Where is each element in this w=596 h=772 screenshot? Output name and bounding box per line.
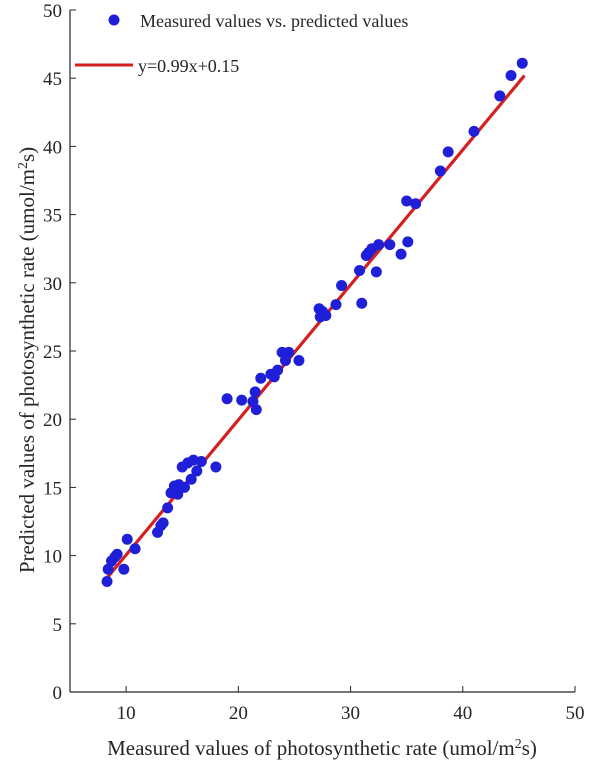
legend: Measured values vs. predicted values y=0… bbox=[75, 11, 408, 76]
data-point bbox=[354, 265, 366, 277]
data-point bbox=[118, 563, 130, 575]
data-point bbox=[185, 473, 197, 485]
x-tick-label: 30 bbox=[341, 703, 360, 724]
axes bbox=[69, 10, 575, 693]
x-tick-label: 10 bbox=[117, 703, 136, 724]
data-point bbox=[195, 455, 207, 467]
data-point bbox=[384, 239, 396, 251]
data-point bbox=[210, 461, 222, 473]
data-point bbox=[434, 165, 446, 177]
data-point bbox=[272, 364, 284, 376]
x-tick-label: 50 bbox=[566, 703, 585, 724]
data-point bbox=[249, 386, 261, 398]
y-axis-ticks: 0 5 10 15 20 25 30 35 40 45 50 bbox=[43, 1, 76, 704]
data-point bbox=[157, 517, 169, 529]
data-point bbox=[250, 404, 262, 416]
y-tick-label: 35 bbox=[43, 206, 62, 227]
data-point bbox=[191, 465, 203, 477]
legend-marker-points bbox=[108, 14, 120, 26]
data-point bbox=[330, 299, 342, 311]
data-point bbox=[401, 195, 413, 207]
y-tick-label: 45 bbox=[43, 69, 62, 90]
y-axis-title: Predicted values of photosynthetic rate … bbox=[15, 147, 39, 573]
data-point bbox=[505, 69, 517, 81]
y-tick-label: 40 bbox=[43, 137, 62, 158]
data-point bbox=[178, 481, 190, 493]
y-tick-label: 15 bbox=[43, 478, 62, 499]
data-point bbox=[236, 394, 248, 406]
x-axis-title: Measured values of photosynthetic rate (… bbox=[107, 736, 537, 760]
data-point bbox=[402, 236, 414, 248]
y-tick-label: 10 bbox=[43, 547, 62, 568]
data-point bbox=[395, 248, 407, 260]
data-point bbox=[516, 57, 528, 69]
y-tick-label: 5 bbox=[53, 615, 63, 636]
data-point bbox=[442, 146, 454, 158]
data-point bbox=[162, 502, 174, 514]
data-point bbox=[373, 239, 385, 251]
data-point bbox=[494, 90, 506, 102]
x-tick-label: 20 bbox=[229, 703, 248, 724]
data-point bbox=[172, 488, 184, 500]
data-point bbox=[370, 266, 382, 278]
y-tick-label: 30 bbox=[43, 274, 62, 295]
data-points bbox=[101, 57, 528, 588]
data-point bbox=[255, 372, 267, 384]
data-point bbox=[221, 393, 233, 405]
y-tick-label: 25 bbox=[43, 342, 62, 363]
data-point bbox=[320, 310, 332, 322]
data-point bbox=[101, 576, 113, 588]
x-tick-label: 40 bbox=[453, 703, 472, 724]
data-point bbox=[293, 355, 305, 367]
data-point bbox=[336, 280, 348, 292]
x-axis-ticks: 10 20 30 40 50 bbox=[117, 686, 585, 724]
y-tick-label: 0 bbox=[53, 683, 63, 704]
data-point bbox=[356, 297, 368, 309]
data-point bbox=[283, 346, 295, 358]
y-tick-label: 50 bbox=[43, 1, 62, 22]
data-point bbox=[468, 125, 480, 137]
y-tick-label: 20 bbox=[43, 410, 62, 431]
data-point bbox=[111, 548, 123, 560]
legend-label-points: Measured values vs. predicted values bbox=[140, 11, 408, 31]
data-point bbox=[410, 198, 422, 210]
data-point bbox=[121, 533, 133, 545]
data-point bbox=[129, 543, 141, 555]
legend-label-fit-line: y=0.99x+0.15 bbox=[138, 56, 239, 76]
